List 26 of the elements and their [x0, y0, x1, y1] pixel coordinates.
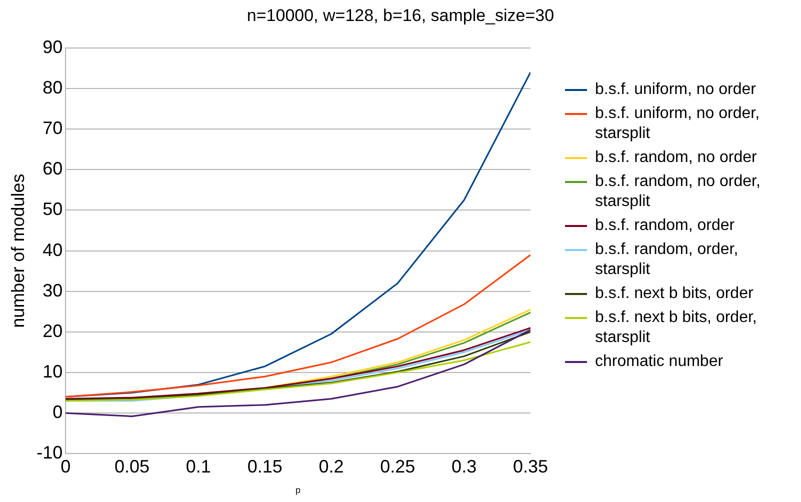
y-tick-label: 40 [42, 240, 63, 260]
y-tick-label: 90 [42, 36, 63, 57]
y-tick-label: 0 [52, 402, 63, 422]
x-axis-title: p [296, 485, 301, 496]
y-tick-label: 70 [42, 118, 63, 138]
y-tick-label: 60 [42, 158, 63, 179]
y-tick-label: 30 [42, 280, 63, 300]
y-tick-label: -10 [36, 442, 63, 463]
y-tick-label: 50 [42, 199, 63, 220]
x-tick-label: 0.2 [318, 456, 344, 476]
legend-label: b.s.f. uniform, no order [595, 80, 756, 100]
x-tick-label: 0.05 [114, 456, 150, 476]
x-tick-label: 0.25 [380, 456, 416, 476]
x-tick-label: 0.3 [452, 456, 477, 476]
x-tick-label: 0.1 [186, 456, 211, 476]
legend-label: b.s.f. random, order [595, 216, 735, 236]
legend-label: b.s.f. next b bits, order [595, 284, 754, 304]
y-axis-title: number of modules [8, 174, 28, 328]
y-tick-label: 10 [42, 361, 63, 382]
y-tick-label: 20 [42, 320, 63, 341]
legend-label: chromatic number [595, 352, 724, 372]
chart-title: n=10000, w=128, b=16, sample_size=30 [246, 6, 556, 26]
legend-label: b.s.f. random, no order [595, 148, 757, 168]
x-tick-label: 0.15 [247, 456, 282, 476]
x-tick-label: 0.35 [512, 456, 548, 476]
y-tick-label: 80 [42, 78, 63, 98]
